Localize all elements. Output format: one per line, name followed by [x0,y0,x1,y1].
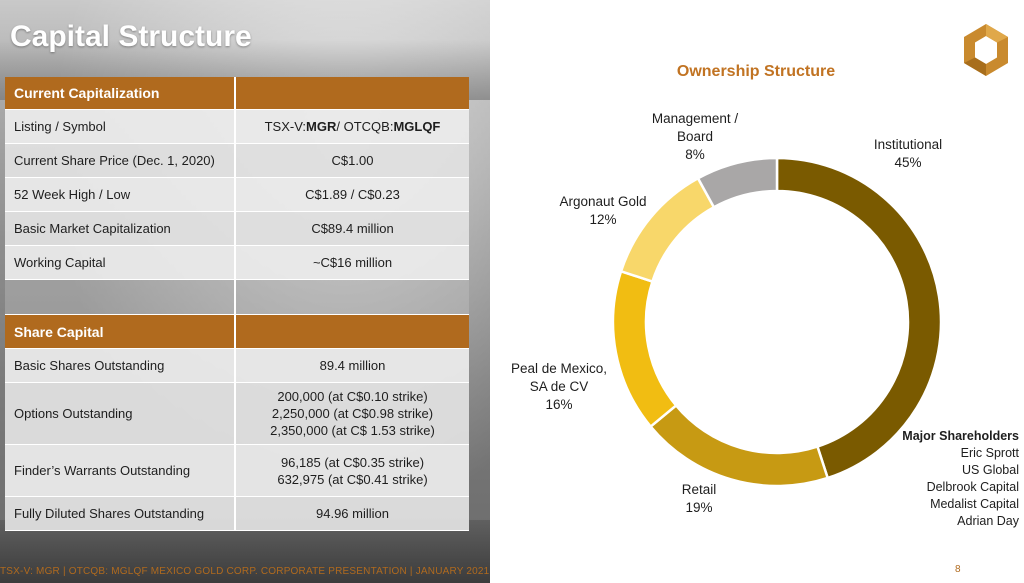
row-value: C$1.00 [236,144,469,177]
donut-slice-management-board [696,156,779,209]
major-shareholders-title: Major Shareholders [902,429,1019,443]
table-row: Listing / Symbol TSX-V: MGR / OTCQB: MGL… [5,110,469,144]
row-label: Fully Diluted Shares Outstanding [5,497,236,530]
donut-slice-institutional [775,156,943,480]
row-value: C$89.4 million [236,212,469,245]
row-value-line: 632,975 (at C$0.41 strike) [277,471,428,487]
slice-label-value: 12% [589,212,617,227]
slice-label-name: Retail [681,482,717,497]
table-row: 52 Week High / Low C$1.89 / C$0.23 [5,178,469,212]
page-title: Capital Structure [10,20,252,53]
options-values: 200,000 (at C$0.10 strike) 2,250,000 (at… [236,383,469,444]
tsx-symbol: MGR [306,119,337,134]
share-cap-header: Share Capital [5,315,236,348]
capitalization-table: Current Capitalization Listing / Symbol … [5,77,469,531]
row-label: Basic Shares Outstanding [5,349,236,382]
row-label: Options Outstanding [5,383,236,444]
current-cap-header-blank [236,77,469,109]
shareholder-name: Delbrook Capital [926,480,1019,494]
table-row: Working Capital ~C$16 million [5,246,469,280]
table-row: Basic Market Capitalization C$89.4 milli… [5,212,469,246]
row-value-line: 200,000 (at C$0.10 strike) [277,389,428,404]
table-row: Current Share Price (Dec. 1, 2020) C$1.0… [5,144,469,178]
row-label: Listing / Symbol [5,110,236,143]
table-row: Options Outstanding 200,000 (at C$0.10 s… [5,383,469,445]
otc-symbol: MGLQF [393,119,441,134]
donut-slice-retail [648,403,830,488]
slice-label-value: 45% [894,155,922,170]
shareholder-name: Medalist Capital [930,497,1019,511]
row-value-line: 2,250,000 (at C$0.98 strike) [271,406,434,421]
current-cap-header-row: Current Capitalization [5,77,469,110]
table-row: Fully Diluted Shares Outstanding 94.96 m… [5,497,469,531]
slice-label-retail: Retail 19% [654,481,744,517]
slice-label-argonaut: Argonaut Gold 12% [543,193,663,229]
slice-label-name: Argonaut Gold [559,194,647,209]
page-number: 8 [955,564,961,575]
otc-prefix: / OTCQB: [336,119,394,134]
row-value-line: 2,350,000 (at C$ 1.53 strike) [270,423,435,438]
row-value: C$1.89 / C$0.23 [236,178,469,211]
slice-label-name: Peal de Mexico, [510,361,608,376]
slice-label-institutional: Institutional 45% [860,136,956,172]
slice-label-peal: Peal de Mexico, SA de CV 16% [500,360,618,414]
row-value-line: 96,185 (at C$0.35 strike) [280,454,425,470]
slice-label-name: Board [676,129,714,144]
blank-row [5,280,469,315]
listing-symbol-value: TSX-V: MGR / OTCQB: MGLQF [236,110,469,143]
table-row: Basic Shares Outstanding 89.4 million [5,349,469,383]
blank-cell [236,280,469,314]
slice-label-name: SA de CV [529,379,589,394]
major-shareholders-list: Major Shareholders Eric Sprott US Global… [902,428,1019,530]
blank-cell [5,280,236,314]
shareholder-name: Eric Sprott [960,446,1019,460]
share-cap-header-row: Share Capital [5,315,469,349]
table-row: Finder’s Warrants Outstanding 96,185 (at… [5,445,469,497]
company-logo-icon [964,24,1008,76]
share-cap-header-blank [236,315,469,348]
slice-label-value: 19% [685,500,713,515]
slice-label-name: Institutional [873,137,943,152]
ownership-donut-chart [611,156,943,488]
row-label: Working Capital [5,246,236,279]
chart-title: Ownership Structure [676,63,836,80]
slice-label-value: 8% [685,147,705,162]
shareholder-name: US Global [962,463,1019,477]
donut-slice-peal-de-mexico-sa-de-cv [611,269,678,429]
current-cap-header: Current Capitalization [5,77,236,109]
warrants-values: 96,185 (at C$0.35 strike) 632,975 (at C$… [236,445,469,496]
footer-text: TSX-V: MGR | OTCQB: MGLQF MEXICO GOLD CO… [0,566,490,577]
row-value: 89.4 million [236,349,469,382]
row-value: ~C$16 million [236,246,469,279]
row-label: Finder’s Warrants Outstanding [5,445,236,496]
row-label: Basic Market Capitalization [5,212,236,245]
shareholder-name: Adrian Day [957,514,1019,528]
tsx-prefix: TSX-V: [264,119,307,134]
row-value: 94.96 million [236,497,469,530]
row-label: 52 Week High / Low [5,178,236,211]
slice-label-management: Management / Board 8% [635,110,755,164]
slice-label-value: 16% [545,397,573,412]
slice-label-name: Management / [651,111,739,126]
row-label: Current Share Price (Dec. 1, 2020) [5,144,236,177]
